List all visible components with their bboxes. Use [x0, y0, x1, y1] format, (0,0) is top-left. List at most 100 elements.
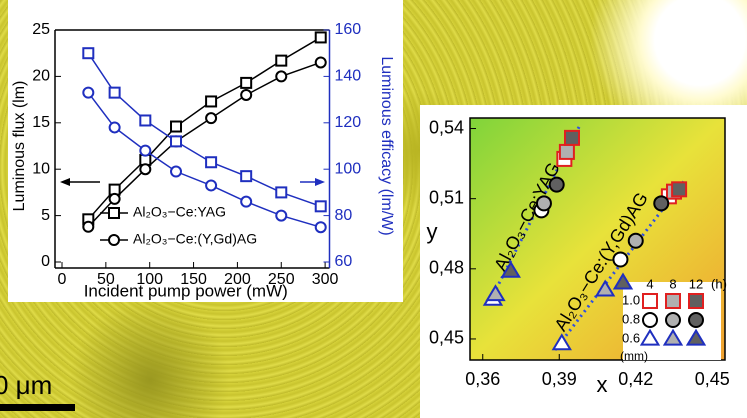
x-tick-label: 200: [224, 271, 251, 288]
legend-header: 12: [689, 276, 703, 291]
legend-label: 1.0: [622, 292, 640, 307]
y-tick-label: 0,45: [429, 328, 464, 348]
marker: [564, 129, 580, 146]
marker: [688, 293, 704, 309]
y2-tick-label: 120: [335, 114, 362, 131]
arrow-head: [60, 178, 70, 186]
legend-label: 0.8: [622, 311, 640, 326]
marker: [639, 328, 661, 346]
x-tick-label: 100: [136, 271, 163, 288]
scale-bar: [0, 404, 75, 411]
marker: [594, 279, 616, 297]
marker: [275, 70, 288, 83]
x-tick-label: 50: [97, 271, 115, 288]
scale-label: 0 μm: [0, 370, 52, 400]
marker: [642, 312, 658, 328]
y2-tick-label: 60: [335, 253, 353, 270]
marker: [558, 143, 575, 160]
x-tick-label: 0: [58, 271, 67, 288]
marker: [82, 86, 95, 99]
y2-tick-label: 160: [335, 21, 362, 38]
x-tick-label: 0,39: [542, 369, 577, 389]
marker: [205, 179, 218, 192]
legend-header: (h): [711, 276, 727, 291]
x-tick-label: 0,42: [618, 369, 653, 389]
legend-label: Al₂O₃−Ce:YAG: [133, 204, 226, 220]
marker: [612, 272, 634, 290]
y-tick-label: 20: [32, 68, 50, 85]
y2-tick-label: 100: [335, 160, 362, 177]
y-tick-label: 5: [41, 207, 50, 224]
x-axis-label: x: [597, 372, 608, 397]
marker: [139, 114, 152, 127]
marker: [108, 234, 120, 246]
panel: [8, 0, 403, 302]
marker: [548, 176, 565, 193]
marker: [82, 47, 95, 60]
marker: [170, 120, 183, 133]
y-tick-label: 0,48: [429, 258, 464, 278]
marker: [205, 95, 218, 108]
x-tick-label: 0,36: [465, 369, 500, 389]
y-tick-label: 25: [32, 21, 50, 38]
marker: [240, 195, 253, 208]
marker: [688, 312, 704, 328]
y-tick-label: 0,54: [429, 117, 464, 137]
marker: [240, 170, 253, 183]
marker: [500, 260, 521, 278]
y2-tick-label: 140: [335, 68, 362, 85]
x-tick-label: 300: [312, 271, 339, 288]
marker: [240, 88, 253, 101]
arrow-head: [315, 178, 325, 186]
marker: [535, 195, 552, 212]
plot-frame: [469, 117, 726, 361]
marker: [662, 328, 684, 346]
marker: [665, 293, 681, 309]
y2-tick-label: 80: [335, 207, 353, 224]
y-tick-label: 10: [32, 160, 50, 177]
marker: [642, 293, 658, 309]
y-tick-label: 0,51: [429, 187, 464, 207]
marker: [314, 56, 327, 69]
marker: [240, 76, 253, 89]
legend-unit: (mm): [620, 349, 648, 363]
marker: [665, 312, 681, 328]
marker: [671, 181, 688, 198]
x-tick-label: 0,45: [695, 369, 730, 389]
marker: [275, 186, 288, 199]
series-line: [87, 61, 321, 228]
marker: [139, 144, 152, 157]
marker: [685, 328, 707, 346]
y-axis-label: y: [427, 219, 438, 244]
legend-label: 0.6: [622, 330, 640, 345]
marker: [170, 165, 183, 178]
marker: [275, 54, 288, 67]
marker: [108, 121, 121, 134]
y-axis-label: Luminous flux (lm): [11, 81, 28, 212]
marker: [139, 163, 152, 176]
legend-label: Al₂O₃−Ce:(Y,Gd)AG: [133, 231, 257, 247]
marker: [485, 284, 506, 302]
marker: [205, 112, 218, 125]
marker: [108, 192, 121, 205]
x-tick-label: 150: [180, 271, 207, 288]
marker: [627, 232, 644, 249]
y2-axis-label: Luminous efficacy (lm/W): [378, 56, 395, 235]
marker: [275, 209, 288, 222]
marker: [314, 31, 327, 44]
marker: [82, 220, 95, 233]
x-tick-label: 250: [268, 271, 295, 288]
marker: [551, 333, 572, 351]
x-axis-label: Incident pump power (mW): [84, 281, 288, 300]
marker: [205, 156, 218, 169]
marker: [108, 207, 120, 219]
marker: [314, 221, 327, 234]
marker: [314, 200, 327, 213]
legend-header: 4: [646, 276, 653, 291]
y-tick-label: 15: [32, 114, 50, 131]
marker: [612, 251, 629, 268]
legend-header: 8: [669, 276, 676, 291]
marker: [653, 195, 670, 212]
